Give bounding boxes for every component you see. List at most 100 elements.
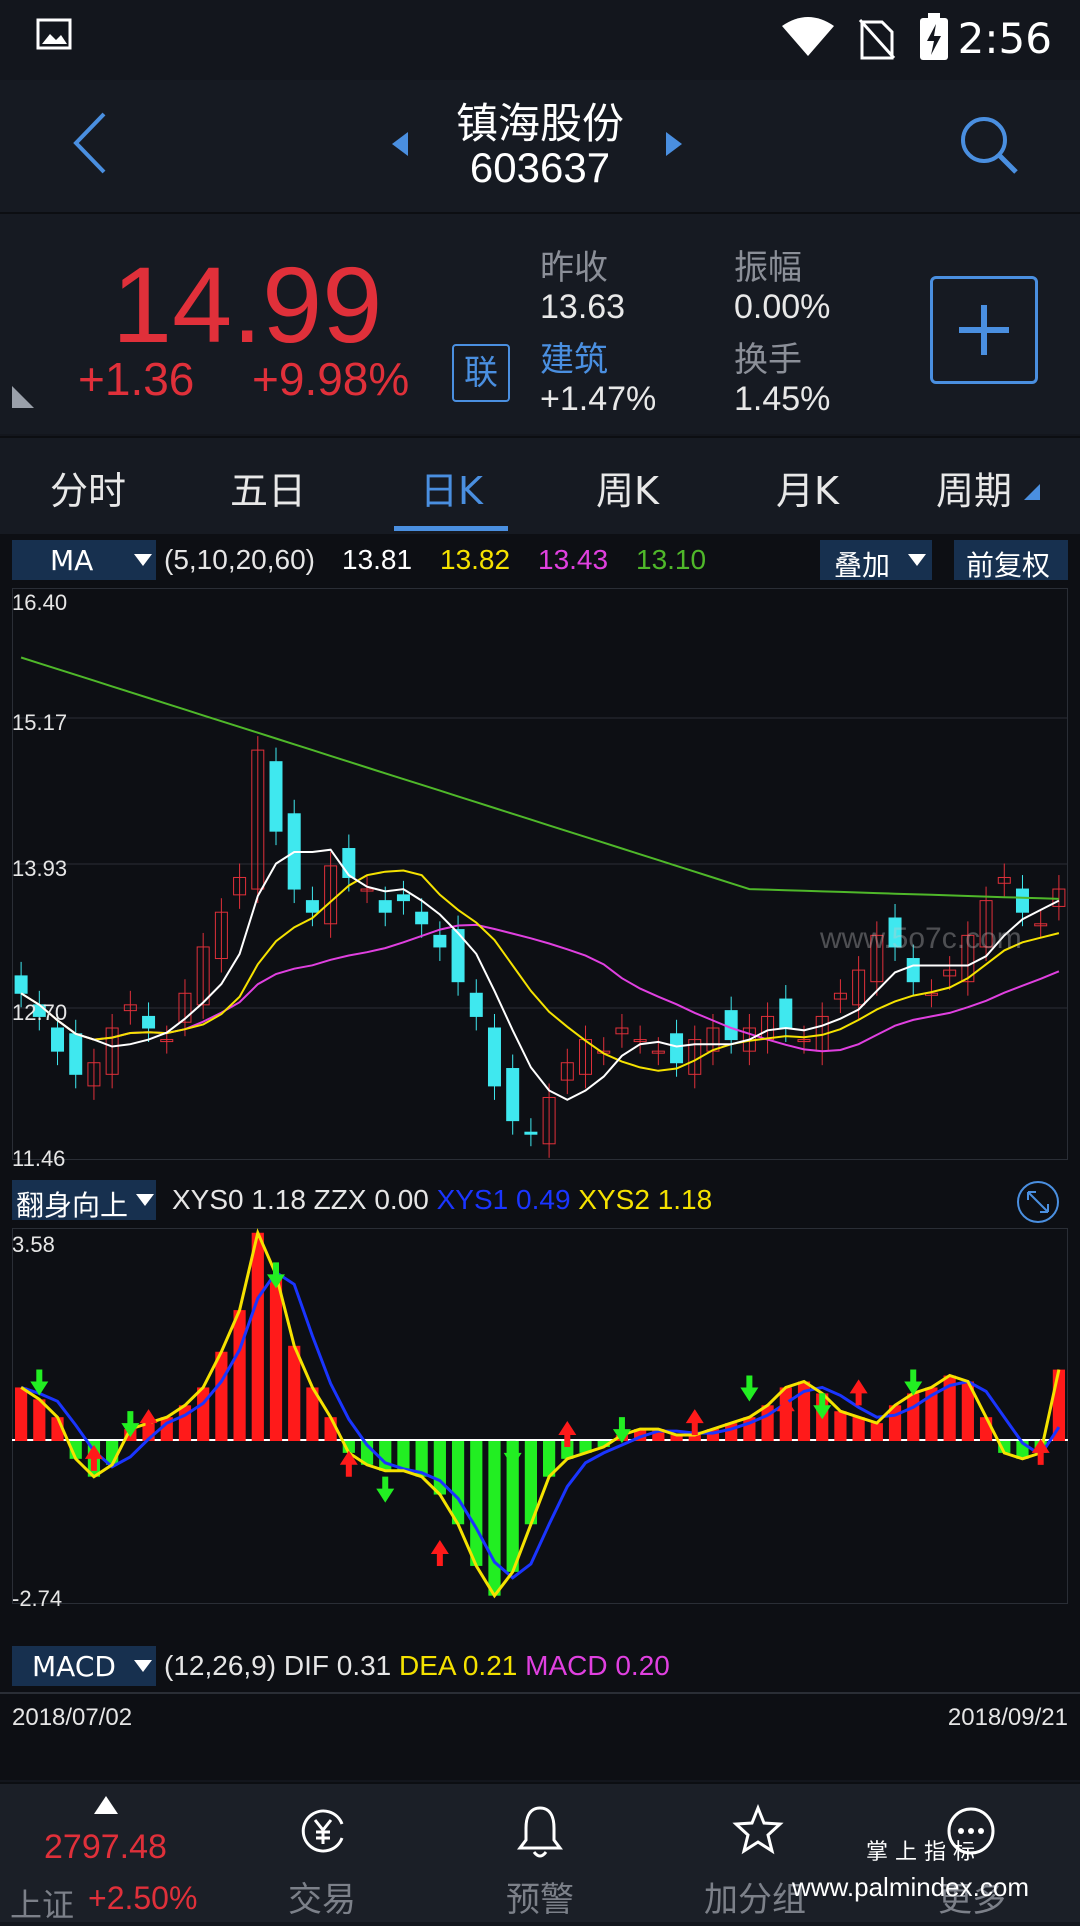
macd-params: (12,26,9)	[164, 1650, 277, 1681]
candle	[943, 969, 957, 977]
chevron-down-icon	[908, 554, 926, 566]
watermark-site: www.5o7c.com	[820, 922, 1022, 955]
candle	[178, 992, 192, 1023]
macd-label: MACD	[525, 1650, 608, 1681]
nav-group-label: 加分组	[704, 1880, 806, 1920]
tab-five-day[interactable]: 五日	[230, 469, 307, 513]
xys-bar	[870, 1423, 883, 1441]
sell-arrow-icon	[267, 1262, 285, 1289]
ma20-value: 13.43	[538, 544, 609, 575]
xys-bar	[197, 1387, 210, 1441]
prev-close-value: 13.63	[540, 288, 626, 326]
candle	[979, 900, 993, 948]
next-stock-icon[interactable]	[664, 130, 684, 158]
candle	[506, 1068, 520, 1122]
xys-bar	[688, 1435, 701, 1441]
ma-indicator-select[interactable]: MA	[12, 540, 156, 580]
candle	[378, 900, 392, 913]
buy-arrow-icon	[685, 1409, 704, 1436]
candle	[360, 888, 374, 892]
prev-stock-icon[interactable]	[390, 130, 410, 158]
watermark-url: www.palmindex.com	[792, 1872, 1029, 1902]
xys-bar	[288, 1345, 301, 1441]
turnover-label: 换手	[734, 340, 802, 380]
xys-chart[interactable]	[12, 1228, 1068, 1604]
index-ticker[interactable]: 2797.48 上证 +2.50%	[0, 1784, 216, 1924]
sector-label[interactable]: 建筑	[540, 340, 608, 380]
nav-trade[interactable]: 交易	[250, 1784, 400, 1922]
xys-indicator-select[interactable]: 翻身向上	[12, 1180, 156, 1222]
turnover-value: 1.45%	[734, 380, 831, 418]
tab-daily-k[interactable]: 日K	[420, 469, 483, 513]
period-tabs: 分时 五日 日K 周K 月K 周期	[0, 436, 1080, 534]
linkage-badge[interactable]: 联	[452, 344, 510, 402]
nav-alert-label: 预警	[506, 1880, 574, 1920]
price-change: +1.36	[78, 353, 195, 405]
xys-bar	[979, 1417, 993, 1441]
plus-icon	[959, 305, 1009, 355]
adjust-button[interactable]: 前复权	[954, 540, 1068, 582]
xys-bar	[652, 1429, 665, 1441]
adjust-label: 前复权	[966, 549, 1051, 582]
candle	[651, 1050, 665, 1054]
xys-bar	[233, 1310, 246, 1441]
buy-arrow-icon	[139, 1409, 158, 1436]
macd-indicator-select[interactable]: MACD	[12, 1646, 156, 1686]
nav-alert[interactable]: 预警	[466, 1784, 616, 1922]
candle	[433, 934, 447, 948]
candle	[451, 929, 465, 983]
candle	[633, 1039, 647, 1043]
tab-period[interactable]: 周期	[936, 469, 1013, 513]
xys-bar	[379, 1440, 392, 1471]
xys0-value: 1.18	[251, 1184, 306, 1215]
tab-monthly-k[interactable]: 月K	[776, 469, 839, 513]
chevron-down-icon	[136, 1194, 154, 1206]
xys-bar	[1052, 1369, 1065, 1441]
candle	[779, 998, 793, 1029]
xys-bar	[506, 1440, 519, 1572]
amplitude-label: 振幅	[734, 248, 802, 288]
nav-more[interactable]: 更多	[900, 1784, 1050, 1922]
add-watchlist-button[interactable]	[930, 276, 1038, 384]
zzx-value: 0.00	[374, 1184, 429, 1215]
xys-tick-top: 3.58	[12, 1232, 55, 1257]
end-date: 2018/09/21	[947, 1704, 1068, 1731]
xys-bar	[852, 1417, 865, 1441]
kline-tick-3: 13.93	[12, 856, 68, 881]
tab-intraday[interactable]: 分时	[50, 469, 127, 513]
tab-weekly-k[interactable]: 周K	[596, 469, 659, 513]
chart-area[interactable]: MA (5,10,20,60) 13.81 13.82 13.43 13.10 …	[0, 534, 1080, 1780]
buy-arrow-icon	[339, 1450, 358, 1477]
xys-bar	[306, 1387, 319, 1441]
xys1-value: 0.49	[516, 1184, 571, 1215]
back-icon[interactable]	[70, 110, 110, 176]
xys-indicator-label: 翻身向上	[16, 1189, 129, 1222]
active-tab-indicator	[394, 526, 508, 531]
battery-charging-icon	[920, 13, 948, 60]
expand-icon[interactable]	[1016, 1180, 1060, 1224]
clock: 2:56	[957, 14, 1052, 63]
xys0-label: XYS0	[172, 1184, 244, 1215]
xys-bar	[834, 1411, 847, 1441]
xys1-label: XYS1	[436, 1184, 509, 1215]
period-dropdown-icon	[1024, 484, 1040, 500]
search-icon[interactable]	[958, 114, 1020, 176]
xys-bar	[961, 1381, 974, 1441]
xys2-label: XYS2	[578, 1184, 650, 1215]
gallery-icon	[36, 18, 72, 50]
candle	[251, 749, 265, 890]
kline-tick-bottom: 11.46	[12, 1146, 66, 1171]
xys-bar	[415, 1440, 428, 1477]
overlay-select[interactable]: 叠加	[820, 540, 932, 582]
macd-value: 0.20	[615, 1650, 670, 1681]
candle	[160, 1039, 174, 1043]
candle	[870, 934, 884, 983]
nav-group[interactable]: 加分组	[680, 1784, 840, 1922]
xys-bar	[33, 1399, 46, 1441]
candle	[196, 946, 210, 1006]
up-triangle-icon	[94, 1796, 118, 1814]
kline-chart[interactable]	[12, 588, 1068, 1160]
candle	[560, 1062, 574, 1081]
candle	[1034, 923, 1048, 927]
more-icon	[947, 1807, 995, 1855]
